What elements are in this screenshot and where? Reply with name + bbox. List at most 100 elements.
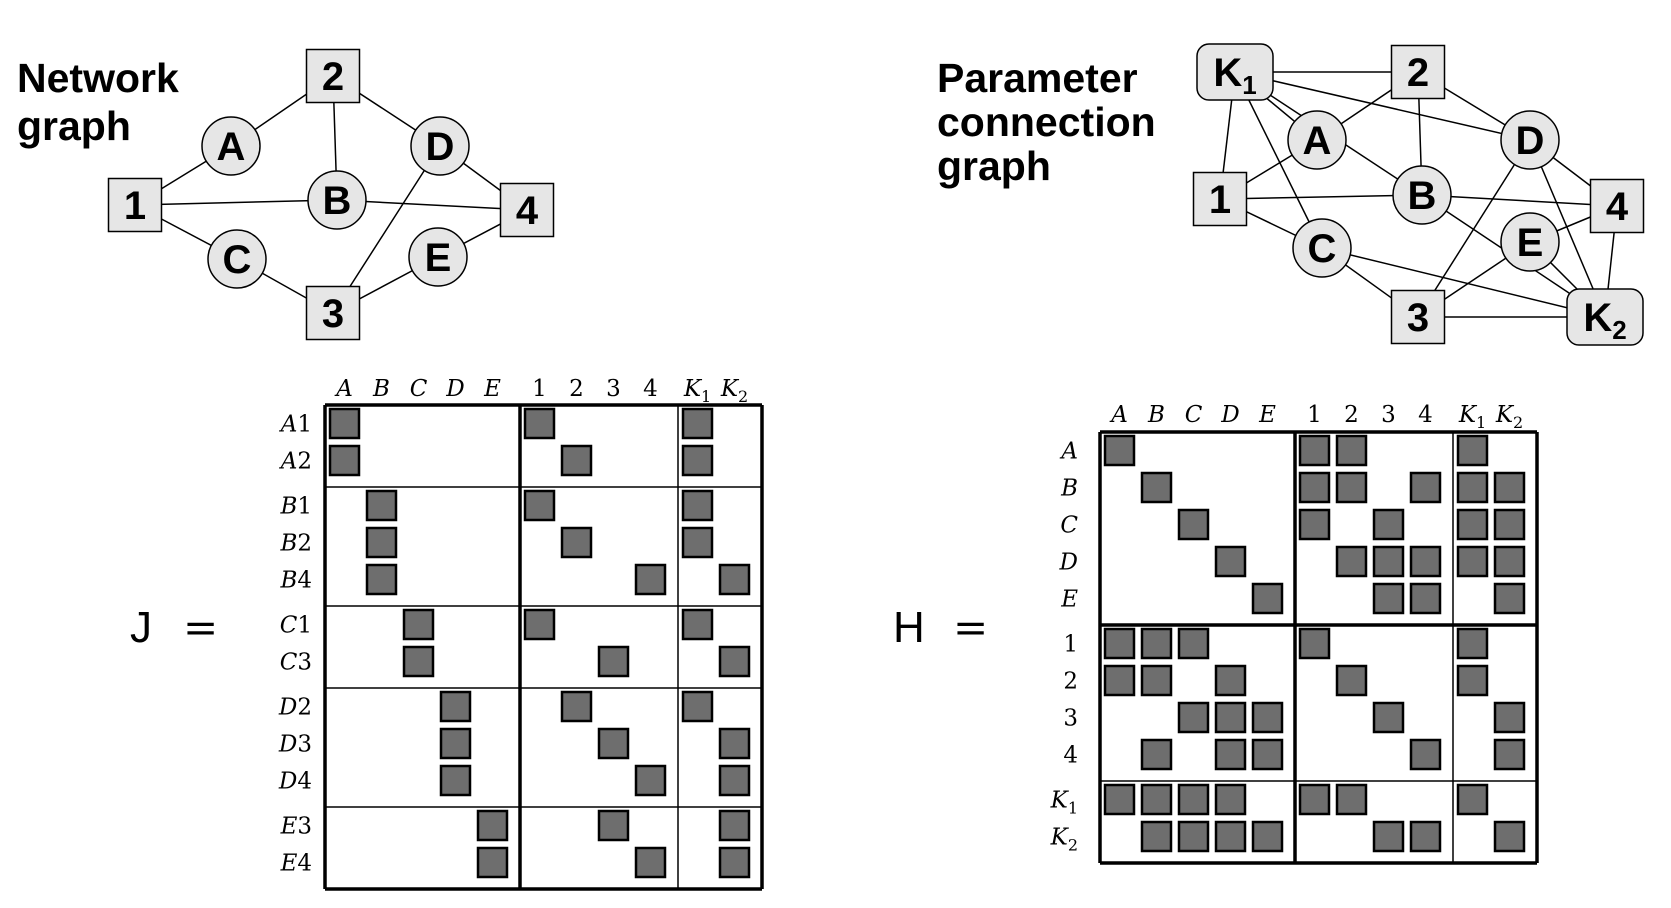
matrix-h-cell-9-0 [1103,783,1136,816]
matrix-h-cell-1-8 [1409,471,1442,504]
pg-edge-K1-C [1234,71,1323,249]
matrix-j-col-label: 3 [606,376,621,402]
matrix-j-row-label: D2 [278,695,312,721]
parameter-graph-title-line1: Parameter [937,55,1138,101]
pg-edge-C-K2 [1321,247,1606,318]
matrix-h-cell-0-5 [1298,434,1331,467]
pg-edge-K1-D [1234,71,1531,141]
pg-node-1: 1 [1192,171,1248,227]
matrix-h-row-label: 2 [1063,669,1078,695]
ng-node-e: E [408,227,468,287]
matrix-j-cell-11-8 [634,846,667,879]
matrix-h-cell-9-9 [1456,783,1489,816]
network-graph: Network graph 1 2 3 4 A B C D E [17,48,555,341]
matrix-j-cell-9-10 [718,764,751,797]
matrix-j-row-label: D3 [278,732,312,758]
matrix-j-cell-0-0 [328,407,361,440]
pg-node-label-k1: K1 [1213,51,1256,100]
matrix-j-cell-3-1 [365,526,398,559]
pg-node-shape-d [1500,110,1560,170]
matrix-h-cell-1-1 [1140,471,1173,504]
matrix-h-col-label: K1 [1458,402,1486,432]
matrix-h-row-label: D [1059,550,1078,576]
matrix-h-cell-10-2 [1177,820,1210,853]
pg-node-3: 3 [1390,289,1446,345]
matrix-j-cell-7-6 [560,690,593,723]
matrix-h-cell-1-5 [1298,471,1331,504]
matrix-h-row-label: 1 [1063,632,1078,658]
matrix-j-cell-6-10 [718,645,751,678]
matrix-j-row-label: E4 [280,851,312,877]
matrix-j-grid: A B C D E 1 2 3 4 K1 K2 A1 A2 B1 B2 B4 C1 C3 D2 D3 D4 E3 E4 [278,376,764,891]
matrix-j-cell-2-9 [681,489,714,522]
matrix-h-cell-7-3 [1214,701,1247,734]
pg-node-shape-3 [1390,289,1446,345]
matrix-j-col-label: E [483,376,501,402]
matrix-h-cell-7-2 [1177,701,1210,734]
matrix-j-row-label: B2 [279,531,312,557]
matrix-h-cell-3-9 [1456,545,1489,578]
pg-node-d: D [1500,110,1560,170]
ng-node-label-c: C [223,238,252,282]
ng-node-c: C [207,229,267,289]
matrix-j: J = A B C D E 1 2 3 4 K1 K2 A1 A2 B1 B2 B4 C1 C3 D2 D3 D4 E3 E… [130,376,764,891]
matrix-j-cell-6-2 [402,645,435,678]
matrix-h-cell-3-7 [1372,545,1405,578]
matrix-h-cell-6-6 [1335,664,1368,697]
ng-node-2: 2 [305,48,361,104]
matrix-j-row-label: C1 [280,613,312,639]
matrix-h-cell-2-10 [1493,508,1526,541]
matrix-h-cell-9-2 [1177,783,1210,816]
matrix-h-cell-0-0 [1103,434,1136,467]
matrix-j-cell-0-9 [681,407,714,440]
matrix-h-row-label: B [1060,476,1078,502]
matrix-j-cell-3-9 [681,526,714,559]
matrix-h-cell-8-3 [1214,738,1247,771]
matrix-h-cell-5-0 [1103,627,1136,660]
matrix-h-row-label: E [1060,587,1078,613]
parameter-connection-graph: Parameter connection graph K1 K2 1 2 3 4 A B C D E [937,43,1645,346]
matrix-h-cell-10-3 [1214,820,1247,853]
ng-node-label-a: A [217,125,246,169]
matrix-h-cell-9-1 [1140,783,1173,816]
matrix-j-col-label: B [372,376,390,402]
matrix-h-cell-6-9 [1456,664,1489,697]
matrix-h-cell-5-9 [1456,627,1489,660]
pg-node-label-b: B [1408,174,1437,218]
matrix-j-cell-5-9 [681,608,714,641]
pg-node-shape-k1 [1196,43,1274,101]
matrix-j-row-label: B4 [279,568,312,594]
matrix-h-cell-6-0 [1103,664,1136,697]
ng-node-shape-3 [305,285,361,341]
matrix-h-cell-7-7 [1372,701,1405,734]
matrix-h-cell-9-6 [1335,783,1368,816]
pg-node-label-e: E [1517,221,1544,265]
matrix-j-name: J [130,603,152,652]
pg-node-label-2: 2 [1407,51,1429,95]
matrix-j-cell-4-10 [718,563,751,596]
pg-node-e: E [1500,212,1560,272]
matrix-h-cell-2-7 [1372,508,1405,541]
ng-node-label-3: 3 [322,292,344,336]
matrix-j-cell-2-5 [523,489,556,522]
pg-node-shape-k2 [1566,288,1644,346]
matrix-h-col-label: K2 [1495,402,1523,432]
matrix-h-cell-4-4 [1251,582,1284,615]
matrix-j-row-label: D4 [278,769,312,795]
pg-node-shape-a [1287,110,1347,170]
matrix-j-cell-1-0 [328,444,361,477]
ng-node-b: B [307,170,367,230]
matrix-j-cell-9-8 [634,764,667,797]
matrix-j-cell-11-4 [476,846,509,879]
parameter-graph-nodes: K1 K2 1 2 3 4 A B C D E [1192,43,1645,346]
matrix-h-row-label: A [1059,439,1078,465]
ng-node-4: 4 [499,182,555,238]
pg-node-shape-2 [1390,44,1446,100]
pg-edge-D-3 [1417,139,1531,318]
matrix-h-cell-5-5 [1298,627,1331,660]
matrix-h-cell-1-6 [1335,471,1368,504]
matrix-j-row-label: A1 [279,412,312,438]
ng-node-shape-d [410,116,470,176]
